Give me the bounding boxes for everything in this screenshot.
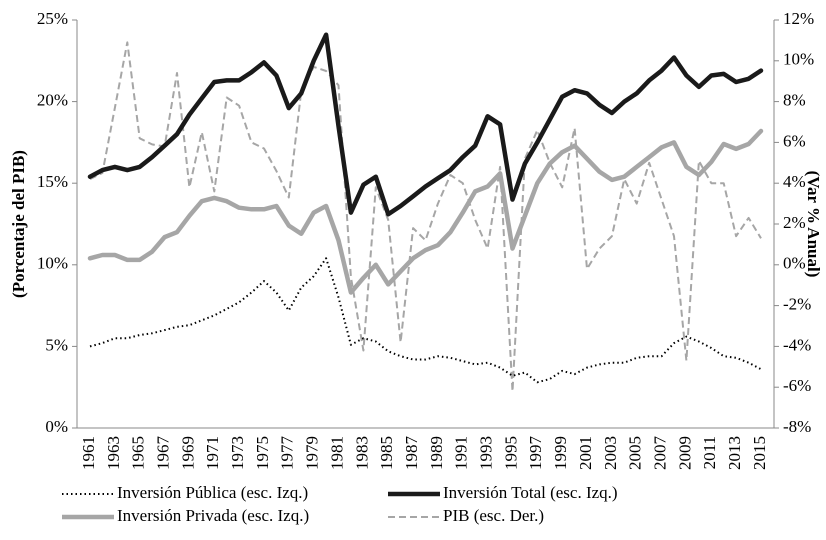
x-tick-label: 1985 (377, 436, 396, 470)
x-tick-label: 1983 (352, 436, 371, 470)
x-tick-label: 2011 (700, 436, 719, 469)
legend-label: Inversión Pública (esc. Izq.) (117, 483, 308, 502)
x-tick-label: 1987 (402, 436, 421, 471)
y2-tick-label: 6% (783, 131, 806, 150)
x-tick-label: 2013 (725, 436, 744, 470)
y2-tick-label: 2% (783, 213, 806, 232)
x-tick-label: 1975 (253, 436, 272, 470)
y-tick-label: 15% (37, 172, 68, 191)
y2-tick-label: -4% (783, 335, 811, 354)
legend-label: PIB (esc. Der.) (443, 506, 544, 525)
x-tick-label: 2015 (750, 436, 769, 470)
y-axis-title: (Porcentaje del PIB) (9, 150, 28, 298)
x-tick-label: 1989 (427, 436, 446, 470)
x-tick-label: 2005 (626, 436, 645, 470)
y2-tick-label: 10% (783, 50, 814, 69)
y2-tick-label: 0% (783, 254, 806, 273)
x-tick-label: 1993 (477, 436, 496, 470)
y-tick-label: 5% (45, 335, 68, 354)
x-tick-label: 1977 (278, 436, 297, 471)
x-tick-label: 1961 (79, 436, 98, 470)
y2-tick-label: 8% (783, 91, 806, 110)
y2-tick-label: 12% (783, 9, 814, 28)
y2-tick-label: -2% (783, 295, 811, 314)
y-tick-label: 0% (45, 417, 68, 436)
x-tick-label: 2001 (576, 436, 595, 470)
x-tick-label: 1981 (327, 436, 346, 470)
series-line (87, 128, 764, 295)
legend-label: Inversión Privada (esc. Izq.) (117, 506, 309, 525)
x-tick-label: 1973 (228, 436, 247, 470)
x-tick-label: 1979 (303, 436, 322, 470)
x-tick-label: 2003 (601, 436, 620, 470)
x-tick-label: 2009 (675, 436, 694, 470)
x-tick-label: 1997 (526, 436, 545, 471)
x-tick-label: 1965 (129, 436, 148, 470)
y2-axis-title: (Var % Anual) (804, 171, 823, 278)
x-tick-label: 1999 (551, 436, 570, 470)
x-tick-label: 1995 (501, 436, 520, 470)
x-tick-label: 1971 (203, 436, 222, 470)
legend-label: Inversión Total (esc. Izq.) (443, 483, 618, 502)
series-line (89, 257, 762, 384)
x-tick-label: 1969 (178, 436, 197, 470)
y2-tick-label: 4% (783, 172, 806, 191)
x-tick-label: 1963 (104, 436, 123, 470)
y2-tick-label: -6% (783, 376, 811, 395)
y2-tick-label: -8% (783, 417, 811, 436)
y-tick-label: 25% (37, 9, 68, 28)
y-tick-label: 20% (37, 91, 68, 110)
series-line (89, 41, 762, 393)
x-tick-label: 1967 (153, 436, 172, 471)
y-tick-label: 10% (37, 254, 68, 273)
x-tick-label: 2007 (650, 436, 669, 471)
x-tick-label: 1991 (452, 436, 471, 470)
series-line (87, 32, 764, 217)
